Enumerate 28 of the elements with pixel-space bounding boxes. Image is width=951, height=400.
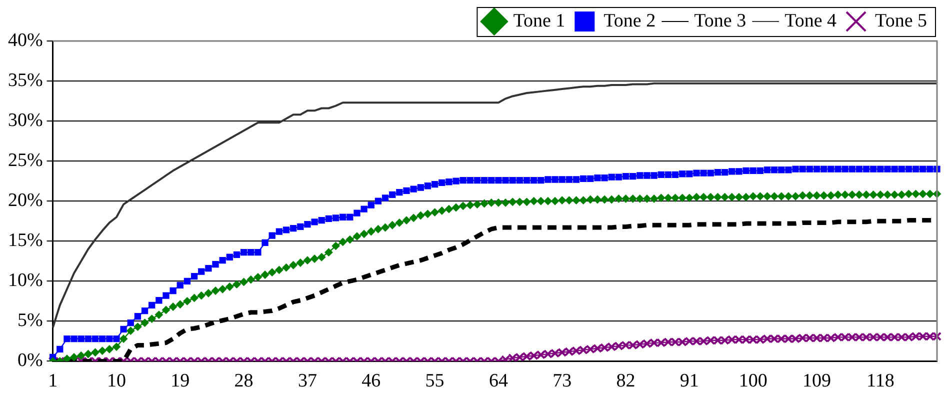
legend-label: Tone 3: [694, 10, 746, 32]
y-tick-label: 40%: [8, 30, 43, 51]
x-tick-label: 82: [616, 370, 636, 392]
y-tick-label: 0%: [18, 350, 43, 372]
x-tick-label: 37: [298, 370, 317, 392]
y-tick-label: 30%: [8, 110, 43, 132]
x-tick-label: 109: [802, 370, 832, 392]
legend-label: Tone 2: [604, 10, 656, 32]
y-tick-label: 15%: [8, 230, 43, 252]
x-tick-label: 46: [362, 370, 381, 392]
y-tick-label: 20%: [8, 190, 43, 212]
x-tick-label: 55: [425, 370, 444, 392]
y-tick-label: 25%: [8, 150, 43, 172]
x-tick-label: 1: [48, 370, 58, 392]
legend-label: Tone 4: [784, 10, 838, 32]
x-tick-label: 91: [680, 370, 699, 392]
x-tick-label: 100: [738, 370, 768, 392]
y-tick-label: 10%: [8, 270, 43, 292]
legend-label: Tone 5: [875, 10, 928, 32]
x-tick-label: 118: [866, 370, 894, 392]
x-tick-label: 19: [170, 370, 190, 392]
x-tick-label: 10: [106, 370, 126, 392]
x-tick-label: 28: [234, 370, 254, 392]
y-tick-label: 35%: [8, 70, 43, 92]
x-tick-label: 73: [552, 370, 572, 392]
y-tick-label: 5%: [18, 310, 43, 332]
x-tick-label: 64: [488, 370, 508, 392]
legend-label: Tone 1: [513, 10, 566, 32]
